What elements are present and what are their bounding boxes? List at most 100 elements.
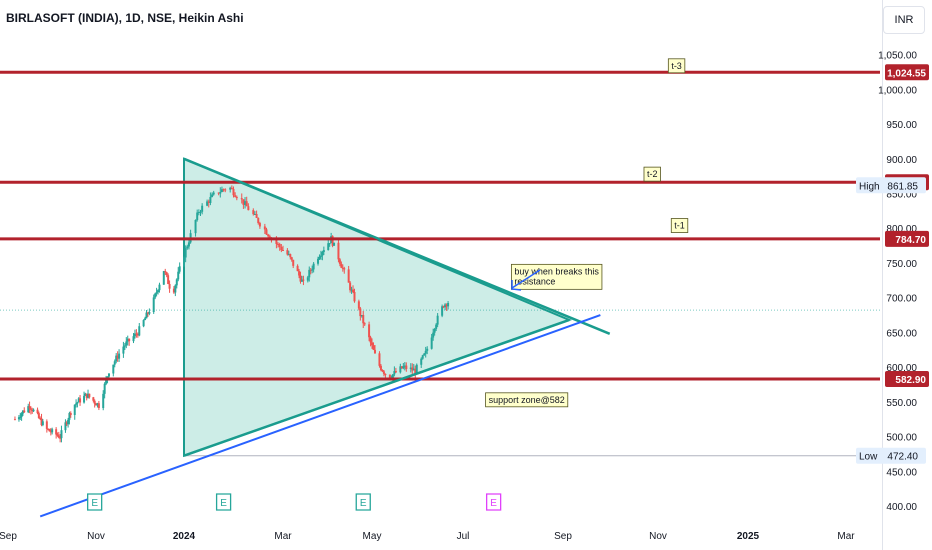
candle-body (267, 234, 270, 237)
currency-selector[interactable]: INR (883, 6, 925, 34)
candle-body (353, 291, 356, 302)
candle-body (75, 403, 78, 405)
candle-body (83, 395, 86, 403)
candle-body (201, 205, 204, 212)
candle-body (411, 367, 414, 371)
y-tick-label: 550.00 (886, 398, 917, 409)
extreme-label: High (859, 181, 880, 192)
candle-body (253, 214, 256, 216)
candle-body (255, 214, 258, 218)
candle-body (263, 226, 266, 230)
candle-body (27, 406, 30, 413)
candle-body (112, 364, 115, 374)
candle-body (435, 324, 438, 329)
candle-body (343, 268, 346, 270)
candle-body (167, 275, 170, 284)
candle-body (280, 247, 283, 250)
candle-body (331, 236, 334, 246)
candle-body (414, 368, 417, 374)
candle-body (322, 250, 325, 252)
candle-body (92, 397, 95, 401)
candle-body (79, 398, 82, 403)
earnings-marker-label: E (360, 498, 367, 509)
candle-body (59, 437, 62, 439)
candle-body (420, 358, 423, 365)
candle-body (421, 355, 424, 359)
annotation-text: t-3 (671, 61, 682, 71)
candle-body (174, 285, 177, 293)
candle-body (211, 194, 214, 197)
candle-body (28, 406, 31, 409)
x-tick-label: 2024 (173, 531, 196, 542)
level-price-label: 1,024.55 (887, 68, 926, 79)
arrow-shaft (511, 269, 541, 289)
candle-body (154, 293, 157, 298)
candle-body (436, 315, 439, 325)
candle-body (102, 393, 105, 409)
level-price-tag (885, 230, 929, 247)
candle-body (138, 326, 141, 336)
candle-body (290, 257, 293, 260)
annotation-text: buy when breaks this (514, 266, 599, 276)
candle-body (162, 271, 165, 285)
candle-body (242, 199, 245, 205)
candle-body (97, 403, 100, 409)
candle-body (265, 229, 268, 235)
candle-body (57, 435, 60, 438)
y-tick-label: 900.00 (886, 155, 917, 166)
candle-body (209, 196, 212, 203)
candle-body (84, 393, 87, 396)
earnings-marker (215, 493, 232, 511)
candle-body (155, 292, 158, 294)
candle-body (21, 410, 24, 414)
candle-body (107, 373, 110, 377)
x-tick-label: 2025 (737, 531, 760, 542)
candle-body (85, 393, 88, 398)
candle-body (277, 243, 280, 245)
candle-body (158, 284, 161, 291)
candle-body (132, 336, 135, 342)
candle-body (430, 337, 433, 349)
triangle-support-edge (183, 318, 570, 457)
candle-body (133, 333, 136, 337)
candle-body (68, 413, 71, 420)
candle-body (350, 289, 353, 291)
candle-body (217, 192, 220, 194)
x-tick-label: Mar (274, 531, 292, 542)
earnings-marker (485, 493, 502, 511)
candle-body (45, 421, 48, 429)
earnings-marker-label: E (220, 498, 227, 509)
candle-body (31, 409, 34, 412)
candle-body (424, 350, 427, 354)
candle-body (17, 417, 20, 420)
candle-body (64, 422, 67, 431)
candle-body (363, 323, 366, 325)
candle-body (321, 251, 324, 256)
candle-body (219, 191, 222, 194)
candle-body (278, 244, 281, 248)
candle-body (76, 402, 79, 404)
candle-body (229, 187, 232, 190)
candle-body (292, 259, 295, 266)
candle-body (382, 371, 385, 374)
candle-body (234, 195, 237, 197)
candle-body (388, 374, 391, 379)
x-tick-label: Mar (837, 531, 855, 542)
candle-body (172, 288, 175, 293)
candle-body (432, 332, 435, 338)
candle-body (328, 243, 331, 245)
annotation-box (485, 392, 569, 408)
candle-body (55, 429, 58, 435)
y-tick-label: 950.00 (886, 120, 917, 131)
candle-body (445, 304, 448, 307)
candle-body (309, 269, 312, 271)
candle-body (184, 248, 187, 258)
candle-body (296, 265, 299, 272)
candle-body (48, 429, 51, 432)
candle-body (409, 367, 412, 369)
candle-body (39, 418, 42, 420)
candle-body (60, 430, 63, 439)
extreme-label: Low (859, 452, 878, 463)
y-tick-label: 450.00 (886, 467, 917, 478)
